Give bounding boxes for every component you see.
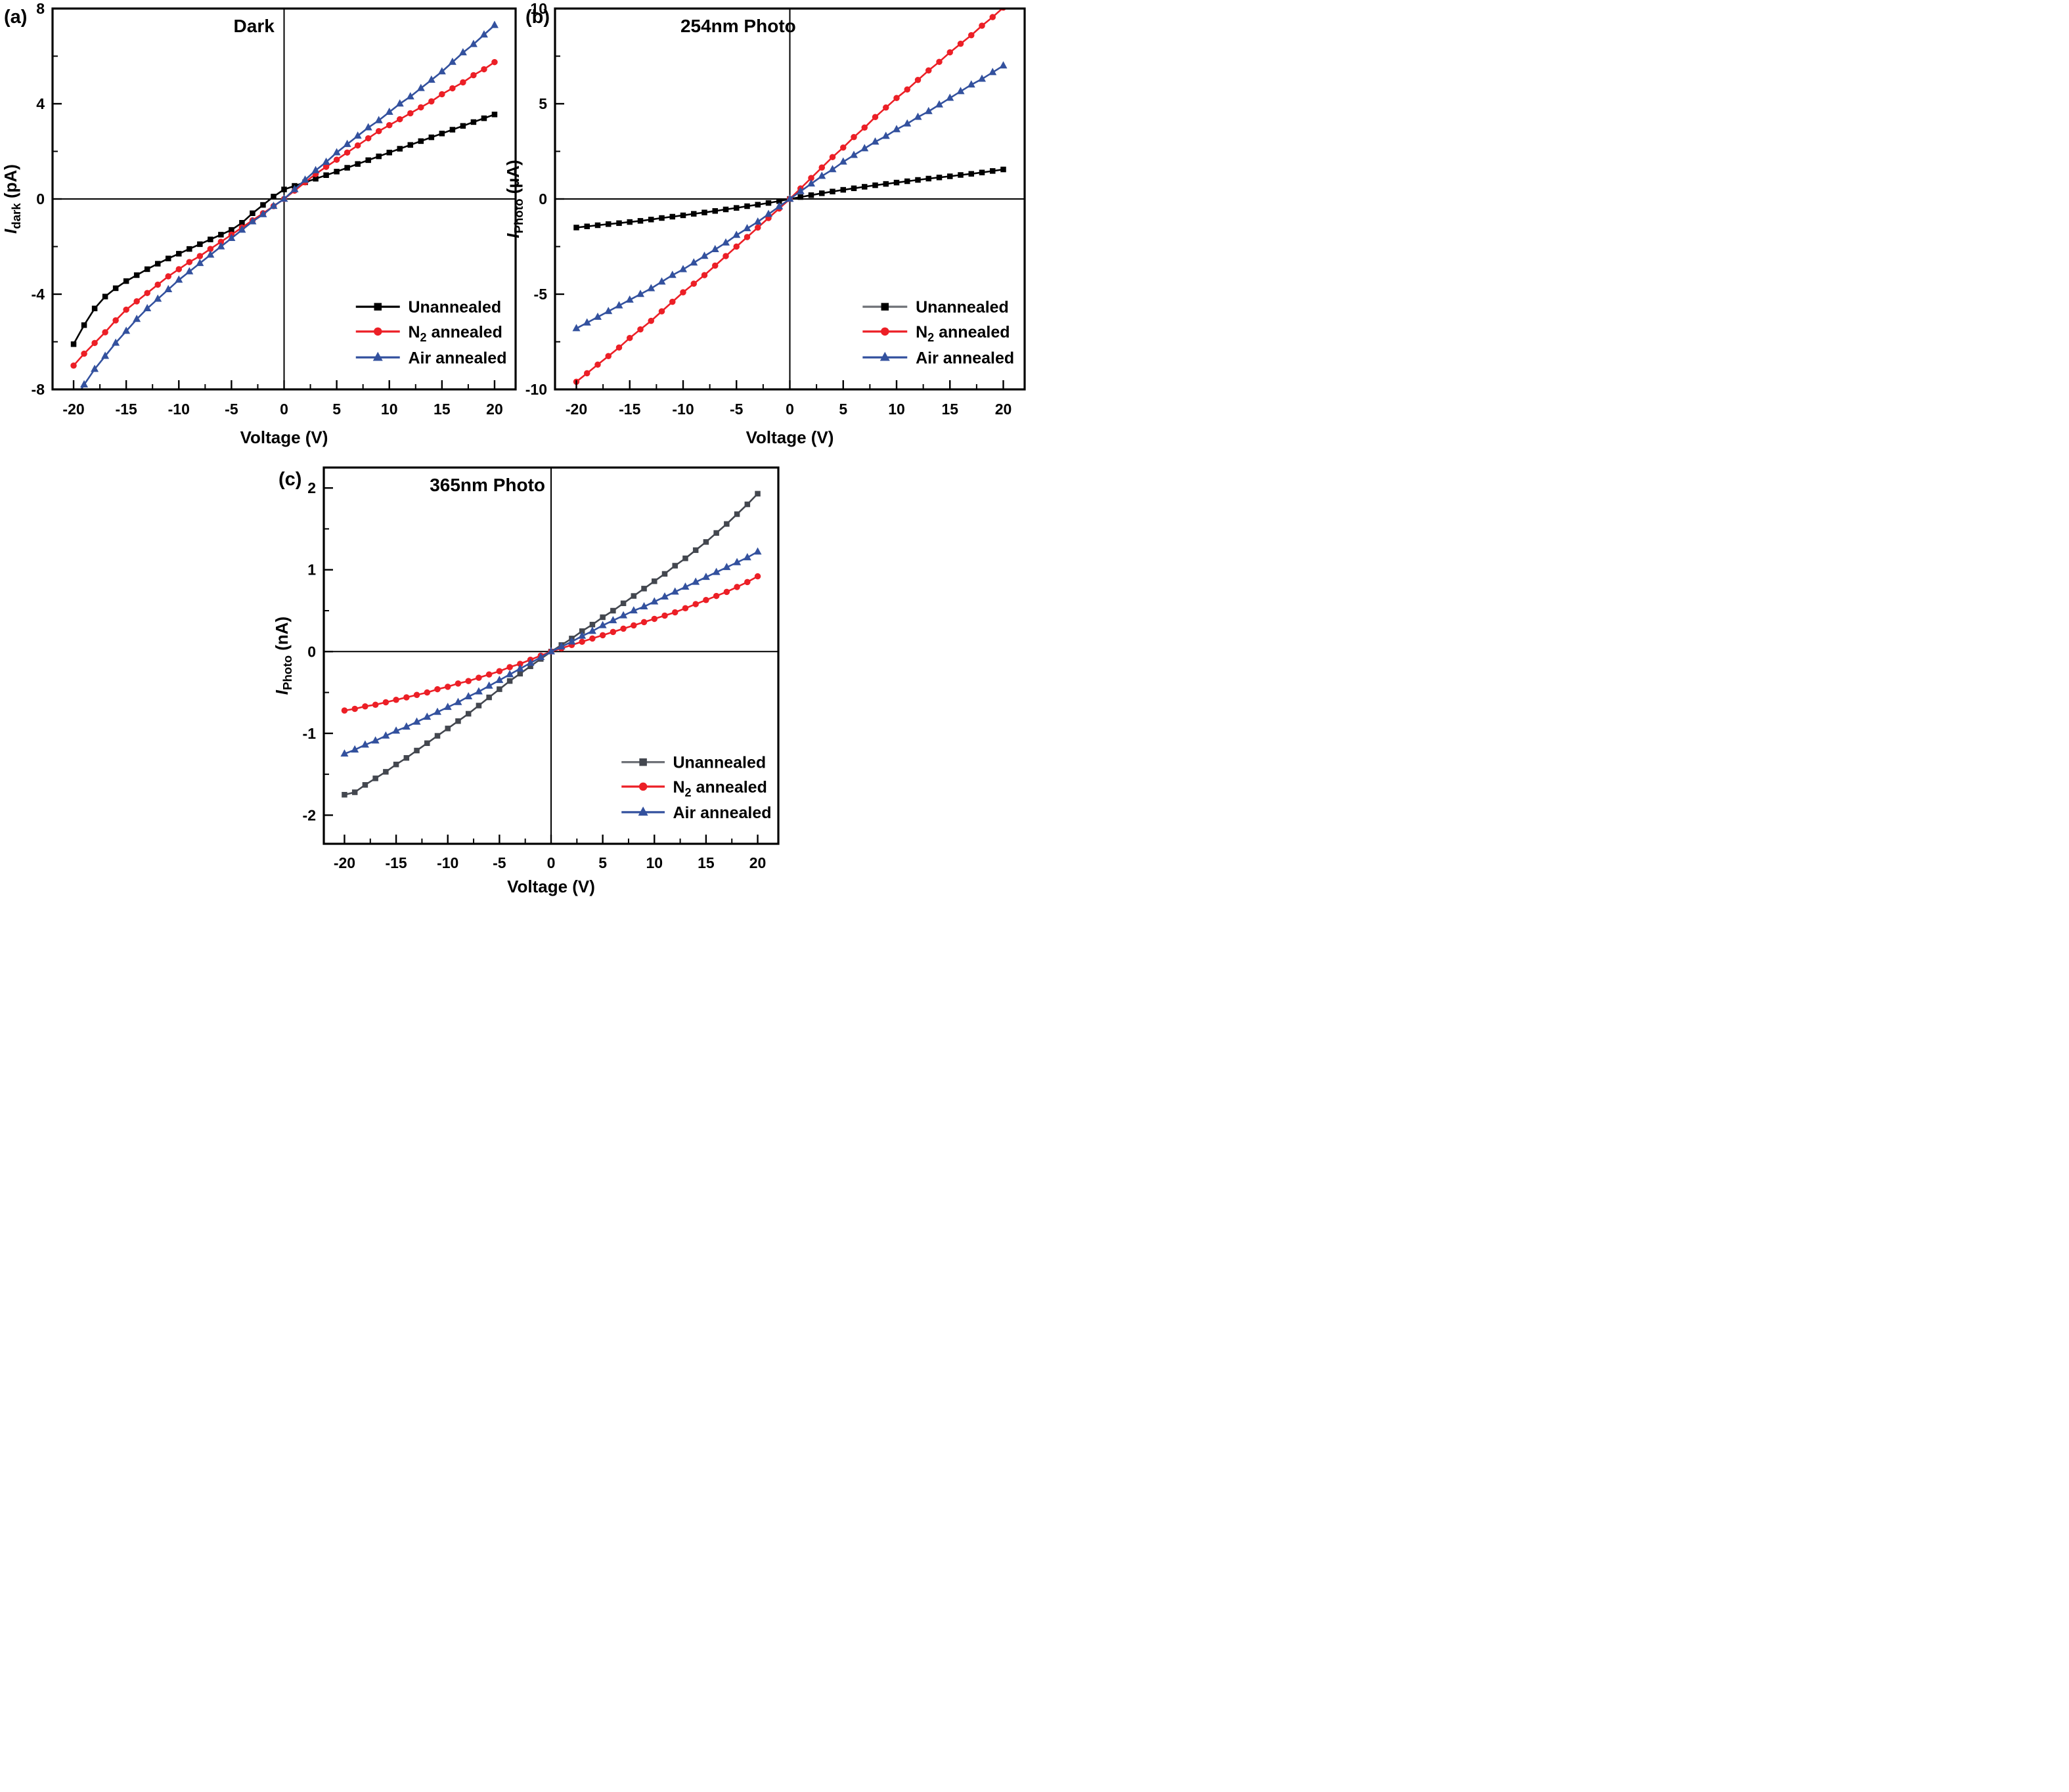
svg-text:Unannealed: Unannealed bbox=[916, 298, 1009, 317]
svg-text:0: 0 bbox=[36, 190, 45, 208]
series-2 bbox=[78, 20, 499, 389]
svg-text:2: 2 bbox=[307, 479, 316, 496]
svg-text:0: 0 bbox=[539, 190, 547, 208]
svg-text:10: 10 bbox=[381, 401, 398, 418]
axis-ticks bbox=[53, 7, 496, 391]
series-0 bbox=[573, 166, 1006, 230]
svg-text:-20: -20 bbox=[566, 401, 587, 418]
x-axis-title: Voltage (V) bbox=[746, 427, 834, 447]
svg-text:15: 15 bbox=[698, 854, 715, 871]
series-0 bbox=[70, 112, 498, 347]
svg-text:10: 10 bbox=[888, 401, 905, 418]
svg-text:1: 1 bbox=[307, 561, 316, 579]
svg-text:-15: -15 bbox=[619, 401, 640, 418]
panel-label-a: (a) bbox=[4, 7, 28, 28]
svg-text:-10: -10 bbox=[437, 854, 458, 871]
svg-text:-5: -5 bbox=[225, 401, 238, 418]
y-axis-title: IPhoto (nA) bbox=[272, 617, 294, 695]
panel-title-b: 254nm Photo bbox=[680, 16, 796, 36]
svg-text:15: 15 bbox=[434, 401, 451, 418]
svg-text:N2 annealed: N2 annealed bbox=[673, 778, 767, 799]
figure-canvas: (a) (b) (c) -20 -15 -10 -5 0 5 10 15 20 -8 -4 0 4 8 Da… bbox=[0, 0, 1034, 896]
svg-text:-5: -5 bbox=[493, 854, 506, 871]
series-2 bbox=[572, 61, 1008, 332]
panel-label-c: (c) bbox=[278, 469, 302, 490]
svg-text:-10: -10 bbox=[525, 381, 547, 398]
svg-text:-10: -10 bbox=[672, 401, 694, 418]
y-axis-title: Idark (pA) bbox=[1, 164, 23, 234]
svg-text:-20: -20 bbox=[62, 401, 84, 418]
axis-ticks bbox=[555, 7, 1004, 391]
y-axis-title: IPhoto (μA) bbox=[503, 160, 525, 238]
chart-panel-b: -20 -15 -10 -5 0 5 10 15 20 -10 -5 0 5 10 254nm Photo V… bbox=[503, 0, 1026, 447]
svg-text:-15: -15 bbox=[116, 401, 137, 418]
svg-text:5: 5 bbox=[539, 95, 547, 112]
tick-labels: -20 -15 -10 -5 0 5 10 15 20 -10 -5 0 5 10 bbox=[525, 0, 1012, 418]
svg-text:Air annealed: Air annealed bbox=[916, 349, 1014, 367]
svg-text:Air annealed: Air annealed bbox=[408, 349, 506, 367]
svg-text:-5: -5 bbox=[534, 286, 548, 303]
svg-text:-1: -1 bbox=[303, 725, 317, 742]
svg-text:5: 5 bbox=[332, 401, 341, 418]
tick-labels: -20 -15 -10 -5 0 5 10 15 20 -8 -4 0 4 8 bbox=[32, 0, 503, 418]
axis-ticks bbox=[324, 487, 759, 844]
svg-text:10: 10 bbox=[646, 854, 663, 871]
svg-text:N2 annealed: N2 annealed bbox=[916, 323, 1010, 344]
svg-text:Air annealed: Air annealed bbox=[673, 804, 771, 822]
svg-text:5: 5 bbox=[598, 854, 607, 871]
legend: Unannealed N2 annealed Air annealed bbox=[621, 754, 772, 822]
panel-title-c: 365nm Photo bbox=[430, 475, 545, 495]
svg-text:Unannealed: Unannealed bbox=[673, 754, 766, 772]
svg-text:-8: -8 bbox=[32, 381, 45, 398]
svg-text:Unannealed: Unannealed bbox=[408, 298, 501, 317]
x-axis-title: Voltage (V) bbox=[240, 427, 328, 447]
legend: Unannealed N2 annealed Air annealed bbox=[355, 298, 507, 367]
svg-text:8: 8 bbox=[36, 0, 45, 17]
svg-text:4: 4 bbox=[36, 95, 45, 112]
svg-text:0: 0 bbox=[307, 643, 316, 660]
svg-text:0: 0 bbox=[280, 401, 288, 418]
svg-text:-5: -5 bbox=[730, 401, 744, 418]
svg-text:-20: -20 bbox=[334, 854, 355, 871]
svg-text:15: 15 bbox=[941, 401, 958, 418]
svg-text:5: 5 bbox=[839, 401, 847, 418]
svg-text:-4: -4 bbox=[32, 286, 45, 303]
panel-label-b: (b) bbox=[525, 7, 550, 28]
svg-text:-2: -2 bbox=[303, 806, 316, 823]
svg-text:10: 10 bbox=[530, 0, 547, 17]
svg-text:0: 0 bbox=[786, 401, 794, 418]
svg-text:0: 0 bbox=[547, 854, 556, 871]
svg-text:N2 annealed: N2 annealed bbox=[408, 323, 502, 344]
svg-text:20: 20 bbox=[486, 401, 503, 418]
chart-panel-a: -20 -15 -10 -5 0 5 10 15 20 -8 -4 0 4 8 Dark Voltage (V… bbox=[1, 0, 517, 447]
svg-text:-15: -15 bbox=[385, 854, 407, 871]
legend: Unannealed N2 annealed Air annealed bbox=[862, 298, 1014, 367]
svg-text:20: 20 bbox=[749, 854, 767, 871]
svg-text:-10: -10 bbox=[168, 401, 190, 418]
x-axis-title: Voltage (V) bbox=[507, 877, 595, 896]
svg-text:20: 20 bbox=[995, 401, 1012, 418]
series-2 bbox=[340, 547, 762, 757]
panel-title-a: Dark bbox=[234, 16, 275, 36]
